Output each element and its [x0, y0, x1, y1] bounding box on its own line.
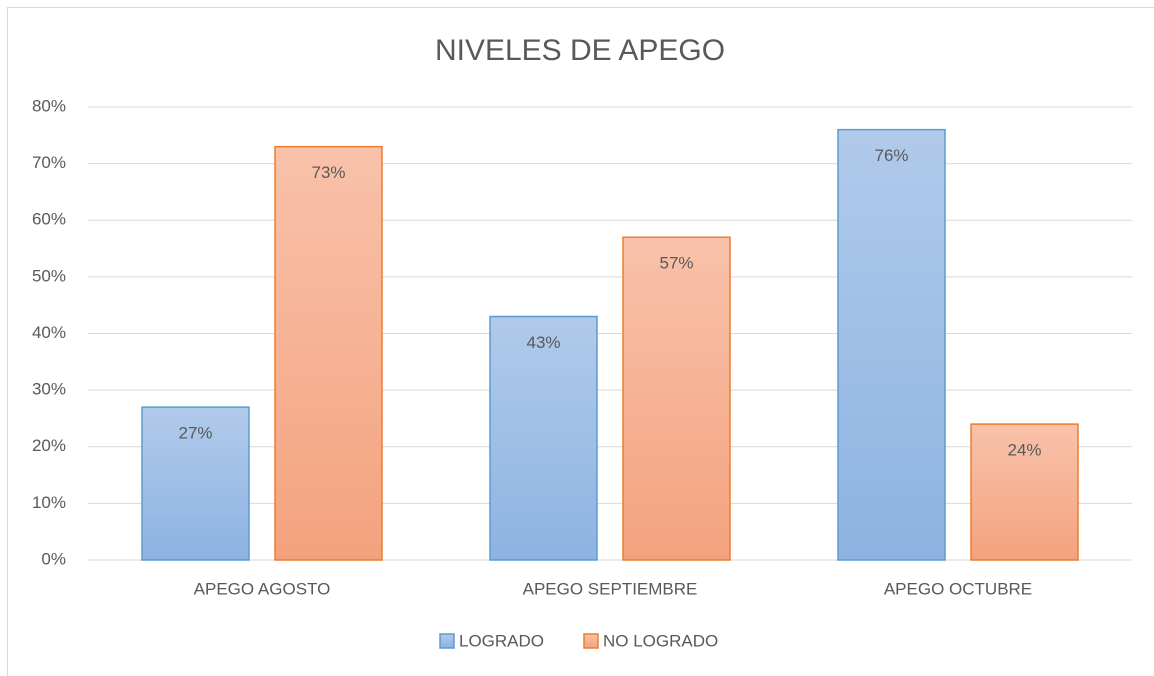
data-label: 43% [526, 333, 560, 352]
data-label: 24% [1007, 441, 1041, 460]
data-label: 27% [178, 424, 212, 443]
bar [622, 236, 731, 561]
bar [274, 145, 383, 561]
y-tick-label: 60% [32, 210, 66, 229]
y-tick-label: 0% [41, 549, 66, 568]
chart-title: NIVELES DE APEGO [435, 34, 725, 67]
legend-swatch [439, 633, 455, 649]
bar [141, 406, 250, 561]
legend-label: LOGRADO [459, 631, 544, 650]
legend-label: NO LOGRADO [603, 631, 718, 650]
x-tick-label: APEGO AGOSTO [194, 579, 331, 598]
y-tick-label: 20% [32, 436, 66, 455]
data-label: 57% [659, 254, 693, 273]
y-tick-label: 30% [32, 380, 66, 399]
y-tick-label: 10% [32, 493, 66, 512]
data-label: 76% [874, 146, 908, 165]
y-tick-label: 50% [32, 266, 66, 285]
bar [837, 128, 946, 561]
chart-frame [7, 7, 1154, 676]
y-tick-label: 70% [32, 153, 66, 172]
x-tick-label: APEGO OCTUBRE [884, 579, 1032, 598]
bar [970, 423, 1079, 561]
data-label: 73% [311, 163, 345, 182]
x-tick-label: APEGO SEPTIEMBRE [523, 579, 698, 598]
legend-swatch [583, 633, 599, 649]
y-tick-label: 40% [32, 323, 66, 342]
y-tick-label: 80% [32, 96, 66, 115]
bar [489, 315, 598, 561]
